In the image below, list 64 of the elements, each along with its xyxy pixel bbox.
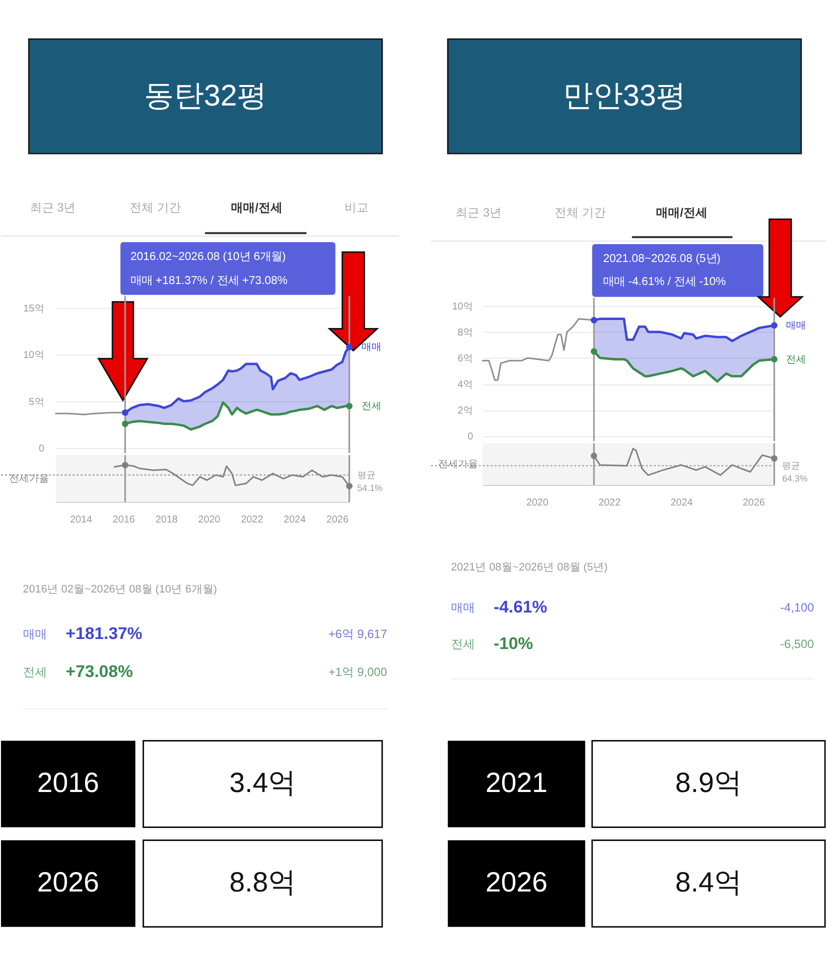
x-tick-label: 2022: [240, 514, 264, 526]
y-tick-label: 4억: [458, 380, 474, 391]
text: +1억 9,000: [328, 665, 388, 680]
text: -10%: [494, 634, 534, 654]
y-tick-label: 10억: [452, 301, 474, 312]
series-label: 전세: [786, 354, 806, 366]
text: -4,100: [780, 600, 814, 614]
y-tick-label: 0: [38, 444, 45, 455]
text: +6억 9,617: [328, 627, 388, 642]
text: +181.37%: [66, 624, 142, 644]
x-tick-label: 2014: [70, 514, 93, 526]
x-tick-label: 2024: [284, 514, 306, 526]
ref-line-label: 평균 54.1%: [357, 470, 383, 493]
y-axis-title: 전세가율: [438, 459, 478, 470]
text: 2016: [37, 766, 100, 798]
y-tick-label: 10억: [23, 350, 44, 362]
series-label: 매매: [786, 320, 806, 332]
text: 전체 기간: [554, 205, 606, 220]
text: 전세: [22, 665, 47, 680]
x-tick-label: 2020: [198, 514, 221, 526]
text: 매매: [22, 627, 47, 642]
x-tick-label: 2026: [326, 514, 349, 526]
text: 매매 +181.37% / 전세 +73.08%: [130, 274, 288, 287]
series-label: 매매: [361, 342, 382, 354]
x-tick-label: 2026: [742, 497, 766, 508]
y-tick-label: 2억: [458, 406, 474, 417]
y-tick-label: 6억: [458, 353, 474, 364]
chart-title: 동탄32평: [144, 79, 268, 112]
text: 2026: [486, 866, 548, 898]
text: 2021년 08월~2026년 08월 (5년): [450, 562, 608, 574]
text: 2021: [486, 766, 548, 798]
text: 2021.08~2026.08 (5년): [603, 253, 721, 266]
text: 2026: [37, 866, 100, 898]
y-tick-label: 5억: [28, 396, 44, 408]
text: 8.9억: [675, 766, 742, 798]
x-tick-label: 2024: [670, 497, 694, 508]
text: 매매 -4.61% / 전세 -10%: [603, 276, 726, 288]
y-axis-title: 전세가율: [8, 473, 49, 484]
text: 8.4억: [675, 866, 742, 898]
x-tick-label: 2018: [156, 514, 178, 526]
ref-line-label: 평균 64.3%: [782, 460, 808, 484]
text: -6,500: [780, 637, 814, 652]
x-tick-label: 2020: [526, 497, 549, 508]
text: -4.61%: [494, 597, 548, 616]
text: 2016년 02월~2026년 08월 (10년 6개월): [22, 583, 217, 596]
x-tick-label: 2022: [598, 497, 622, 508]
x-tick-label: 2016: [112, 514, 136, 526]
text: 최근 3년: [30, 200, 76, 214]
text: 3.4억: [229, 766, 296, 798]
text: 전세: [450, 637, 475, 652]
y-tick-label: 0: [468, 432, 474, 443]
text: +73.08%: [66, 662, 133, 682]
text: 최근 3년: [456, 205, 502, 220]
text: 8.8억: [229, 866, 296, 898]
y-tick-label: 15억: [23, 303, 44, 314]
text: 전체 기간: [130, 200, 181, 214]
text: 2016.02~2026.08 (10년 6개월): [130, 251, 286, 264]
text: 매매/전세: [656, 205, 708, 220]
series-label: 전세: [361, 401, 382, 412]
y-tick-label: 8억: [458, 327, 474, 338]
text: 매매: [450, 600, 475, 614]
text: 비교: [344, 200, 368, 214]
chart-title: 만안33평: [562, 79, 686, 112]
text: 매매/전세: [231, 200, 282, 214]
